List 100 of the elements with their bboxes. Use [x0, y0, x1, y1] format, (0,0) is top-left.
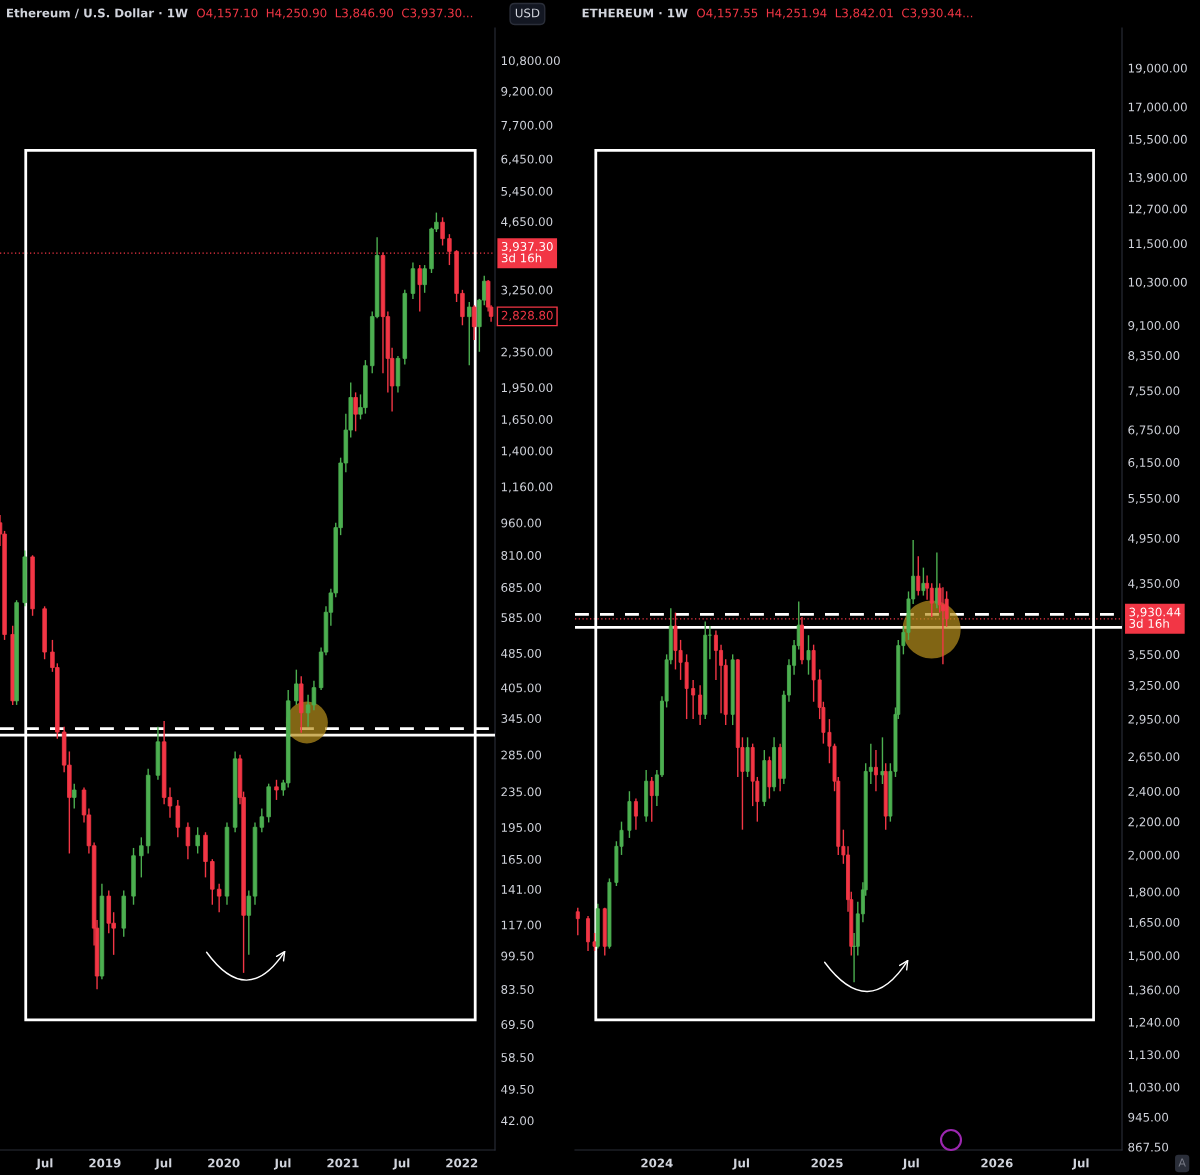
x-tick-label: 2022 — [446, 1158, 478, 1168]
y-tick-label: 1,030.00 — [1128, 1082, 1180, 1093]
x-tick-label: Jul — [732, 1158, 749, 1170]
y-tick-label: 1,650.00 — [501, 415, 553, 426]
candlestick — [698, 684, 703, 726]
y-tick-label: 235.00 — [501, 787, 542, 797]
y-tick-label: 9,100.00 — [1128, 321, 1180, 332]
y-tick-label: 3,250.00 — [1128, 680, 1180, 692]
y-tick-label: 1,650.00 — [1128, 917, 1180, 929]
y-tick-label: 9,200.00 — [501, 86, 553, 97]
chart-title: Ethereum / U.S. Dollar · 1W — [7, 8, 188, 19]
candlestick — [259, 807, 265, 833]
x-tick-label: Jul — [392, 1158, 410, 1170]
y-tick-label: 285.00 — [501, 750, 542, 760]
x-tick-label: 2025 — [811, 1158, 843, 1168]
y-tick-label: 7,700.00 — [501, 120, 553, 131]
x-tick-label: 2026 — [981, 1158, 1013, 1168]
candlestick — [925, 574, 930, 601]
y-tick-label: 2,650.00 — [1128, 752, 1180, 763]
y-tick-label: 945.00 — [1128, 1112, 1169, 1122]
candlestick — [294, 668, 299, 706]
x-tick-label: Jul — [902, 1158, 919, 1170]
candlestick — [633, 797, 638, 831]
y-tick-label: 2,350.00 — [501, 347, 553, 358]
y-tick-label: 10,800.00 — [501, 56, 560, 67]
y-tick-label: 12,700.00 — [1128, 204, 1187, 215]
y-tick-label: 4,650.00 — [501, 217, 553, 228]
chart-subtitle: O4,157.55 H4,251.94 L3,842.01 C3,930.44... — [697, 8, 973, 19]
candlestick — [139, 836, 144, 879]
x-tick-label: Jul — [273, 1158, 291, 1170]
y-tick-label: 1,950.00 — [501, 383, 553, 394]
y-tick-label: 5,450.00 — [501, 186, 553, 197]
candlestick — [691, 679, 696, 720]
y-tick-label: 165.00 — [501, 854, 542, 864]
candlestick — [806, 634, 811, 676]
y-tick-label: 58.50 — [501, 1052, 534, 1062]
candlestick — [586, 915, 590, 952]
y-tick-label: 15,500.00 — [1128, 134, 1187, 145]
candlestick — [440, 216, 445, 247]
y-tick-label: 6,450.00 — [501, 154, 553, 165]
x-tick-label: Jul — [35, 1158, 53, 1170]
y-tick-label: 49.50 — [501, 1084, 534, 1094]
y-tick-label: 17,000.00 — [1128, 102, 1187, 113]
candlestick — [422, 264, 427, 294]
x-tick-label: 2020 — [208, 1158, 240, 1168]
candlestick — [575, 906, 580, 936]
chart-title: ETHEREUM · 1W — [582, 8, 688, 18]
candlestick — [72, 782, 77, 810]
y-tick-label: 4,950.00 — [1128, 533, 1180, 545]
y-tick-label: 10,300.00 — [1128, 277, 1187, 288]
y-tick-label: 3,250.00 — [501, 285, 553, 296]
y-tick-label: 810.00 — [501, 550, 542, 560]
y-tick-label: 867.50 — [1128, 1142, 1169, 1152]
x-tick-label: 2024 — [641, 1158, 673, 1168]
y-tick-label: 13,900.00 — [1128, 172, 1187, 184]
candlestick — [471, 304, 477, 341]
candlestick — [353, 391, 358, 432]
candlestick — [274, 779, 279, 801]
y-tick-label: 1,360.00 — [1128, 985, 1180, 996]
y-tick-label: 19,000.00 — [1128, 63, 1187, 74]
ref-line-label: 3,930.44 3d 16h — [1129, 607, 1181, 628]
y-tick-label: 1,130.00 — [1128, 1050, 1180, 1061]
y-tick-label: 585.00 — [501, 613, 542, 623]
y-tick-label: 141.00 — [501, 884, 542, 894]
y-tick-label: 1,800.00 — [1128, 887, 1180, 898]
y-axis-title: USD — [515, 8, 540, 18]
y-tick-label: 42.00 — [501, 1116, 534, 1126]
candlestick — [745, 736, 750, 778]
x-tick-label: Jul — [154, 1158, 172, 1170]
chart-subtitle: O4,157.10 H4,250.90 L3,846.90 C3,937.30... — [197, 8, 473, 19]
candlestick — [649, 776, 654, 823]
y-tick-label: 83.50 — [501, 985, 534, 994]
y-tick-label: 11,500.00 — [1128, 239, 1187, 250]
annotation: 2,828.80 — [501, 310, 553, 321]
candlestick — [916, 555, 921, 597]
candlestick — [940, 586, 945, 666]
y-tick-label: 1,240.00 — [1128, 1017, 1180, 1028]
y-tick-label: 4,350.00 — [1128, 579, 1180, 590]
x-tick-label: Jul — [1071, 1158, 1089, 1170]
candlestick — [467, 301, 472, 366]
y-tick-label: 2,950.00 — [1128, 714, 1180, 725]
y-tick-label: 6,150.00 — [1128, 458, 1180, 469]
candlestick — [185, 821, 191, 860]
y-tick-label: 2,200.00 — [1128, 817, 1180, 828]
x-tick-label: 2021 — [327, 1158, 359, 1168]
y-tick-label: 960.00 — [501, 518, 542, 528]
y-tick-label: 685.00 — [501, 582, 542, 592]
y-tick-label: 69.50 — [501, 1020, 534, 1029]
y-tick-label: 117.00 — [501, 920, 542, 930]
y-tick-label: 99.50 — [501, 951, 534, 961]
y-tick-label: 7,550.00 — [1128, 386, 1180, 397]
y-tick-label: 2,400.00 — [1128, 786, 1180, 798]
candlestick — [175, 799, 181, 839]
y-tick-label: 405.00 — [501, 683, 542, 693]
y-tick-label: 8,350.00 — [1128, 351, 1180, 362]
text: A — [1178, 1158, 1186, 1167]
y-tick-label: 195.00 — [501, 823, 542, 832]
candlestick — [216, 883, 222, 913]
y-tick-label: 3,550.00 — [1128, 650, 1180, 661]
y-tick-label: 345.00 — [501, 714, 542, 723]
